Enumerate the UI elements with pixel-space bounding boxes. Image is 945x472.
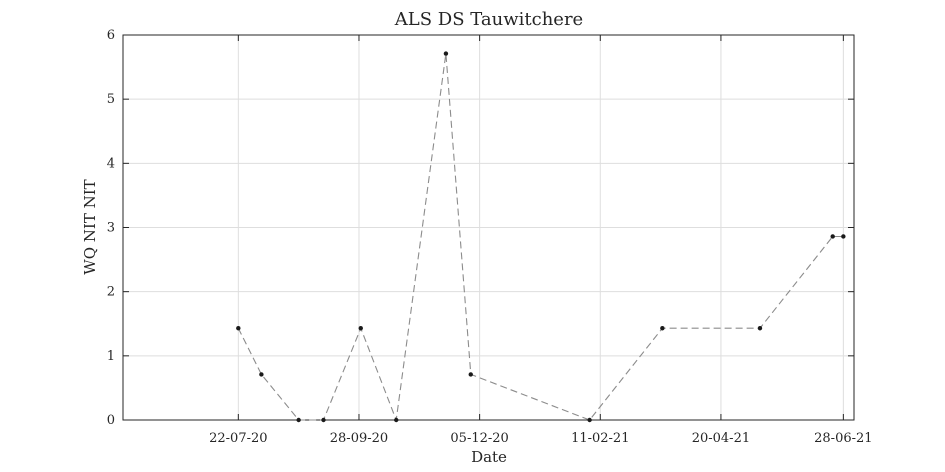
data-point: [841, 234, 846, 239]
y-tick-label: 0: [107, 413, 115, 428]
data-point: [468, 372, 473, 377]
y-tick-label: 3: [107, 221, 115, 236]
data-point: [394, 417, 399, 423]
data-point: [587, 417, 592, 423]
data-point: [236, 326, 241, 331]
data-point: [259, 372, 264, 377]
data-point: [757, 326, 763, 331]
x-tick-label: 20-04-21: [692, 431, 750, 446]
chart-title: ALS DS Tauwitchere: [394, 9, 583, 30]
y-tick-label: 4: [107, 156, 115, 171]
y-axis-label: WQ NIT NIT: [81, 179, 99, 274]
data-point: [296, 417, 301, 423]
x-tick-label: 28-09-20: [330, 431, 388, 446]
data-point: [660, 326, 665, 331]
data-point: [358, 326, 363, 331]
x-tick-label: 11-02-21: [571, 431, 629, 446]
x-tick-label: 05-12-20: [450, 431, 508, 446]
x-axis-label: Date: [471, 448, 507, 466]
data-point: [321, 417, 326, 423]
y-tick-label: 1: [107, 349, 115, 364]
series-group: [236, 51, 846, 423]
series-line-0: [237, 53, 844, 421]
x-tick-label: 28-06-21: [814, 431, 872, 446]
axis-ticks: 0 1 2 3 4 5 6 22-07-20 28-09-20 05-12-20 11-02-21 2…: [107, 28, 873, 446]
y-tick-label: 5: [107, 92, 115, 107]
x-tick-label: 22-07-20: [209, 431, 267, 446]
data-point: [443, 51, 449, 56]
data-point: [830, 234, 835, 239]
y-tick-label: 6: [107, 28, 115, 43]
grid: [123, 34, 854, 421]
y-tick-label: 2: [107, 285, 115, 300]
